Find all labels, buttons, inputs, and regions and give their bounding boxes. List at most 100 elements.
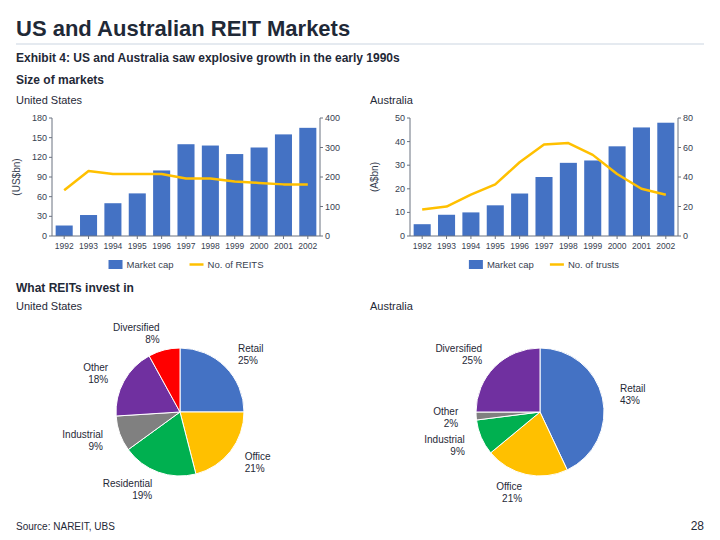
line — [64, 171, 308, 190]
x-tick-label: 2001 — [274, 241, 293, 251]
slice — [149, 348, 180, 412]
subtitle: Exhibit 4: US and Australia saw explosiv… — [16, 51, 400, 65]
y-tick-label: 150 — [32, 133, 47, 143]
slice-label-name: Retail — [238, 343, 264, 354]
x-tick — [88, 236, 89, 239]
x-tick-label: 1998 — [201, 241, 220, 251]
section-title: Size of markets — [16, 73, 104, 87]
y2-tick — [678, 177, 681, 178]
slice-label-value: 9% — [88, 441, 103, 452]
y-tick — [407, 212, 410, 213]
slice-label: Industrial9% — [424, 434, 465, 457]
slice-label: Residential19% — [103, 478, 153, 501]
y2-tick-label: 400 — [325, 113, 340, 123]
bar — [560, 163, 577, 236]
x-tick — [259, 236, 260, 239]
slice-label-name: Retail — [620, 383, 646, 394]
y-tick — [49, 118, 52, 119]
x-tick-label: 1996 — [510, 241, 529, 251]
bar — [584, 160, 601, 236]
x-tick-label: 1992 — [55, 241, 74, 251]
x-tick — [283, 236, 284, 239]
y-tick — [407, 165, 410, 166]
slice-label-name: Other — [433, 406, 459, 417]
combo-chart: Australia0102030405002040608019921993199… — [369, 94, 693, 270]
y-tick-label: 10 — [395, 207, 405, 217]
bar — [251, 148, 268, 237]
x-tick — [186, 236, 187, 239]
y2-tick — [678, 206, 681, 207]
x-tick — [161, 236, 162, 239]
slice-label-value: 9% — [450, 446, 465, 457]
bar — [633, 127, 650, 236]
x-tick — [210, 236, 211, 239]
slice-label-name: Residential — [103, 478, 152, 489]
bar — [226, 154, 243, 236]
x-tick-label: 2002 — [656, 241, 675, 251]
y-tick — [49, 196, 52, 197]
legend-label: Market cap — [127, 259, 174, 270]
bar — [177, 144, 194, 236]
x-tick — [519, 236, 520, 239]
y-tick — [407, 236, 410, 237]
chart-title: United States — [16, 94, 83, 106]
pie-chart: AustraliaRetail43%Office21%Industrial9%O… — [370, 300, 646, 504]
slice-label-name: Office — [245, 451, 271, 462]
chart-title: Australia — [370, 94, 414, 106]
y-tick-label: 30 — [395, 160, 405, 170]
y-tick — [407, 141, 410, 142]
x-tick-label: 1996 — [152, 241, 171, 251]
source-note: Source: NAREIT, UBS — [16, 521, 115, 532]
slice-label-name: Diversified — [113, 322, 160, 333]
x-tick — [544, 236, 545, 239]
slice-label-value: 43% — [620, 395, 640, 406]
x-tick — [112, 236, 113, 239]
bar — [202, 146, 219, 236]
x-tick-label: 1994 — [103, 241, 122, 251]
plot-area — [56, 128, 317, 236]
bar — [535, 177, 552, 236]
x-tick-label: 1998 — [559, 241, 578, 251]
legend-swatch — [190, 263, 204, 266]
slice-label-name: Office — [496, 481, 522, 492]
slice-labels: Retail25%Office21%Residential19%Industri… — [62, 322, 271, 501]
bar — [511, 194, 528, 236]
y-tick-label: 50 — [395, 113, 405, 123]
x-tick — [307, 236, 308, 239]
axes: 0102030405002040608019921993199419951996… — [369, 113, 693, 251]
y2-tick — [678, 236, 681, 237]
slice-label: Office21% — [496, 481, 522, 504]
slice-label-value: 8% — [145, 334, 160, 345]
y-tick — [49, 157, 52, 158]
y2-tick-label: 0 — [325, 231, 330, 241]
slice-label: Industrial9% — [62, 429, 103, 452]
x-tick — [641, 236, 642, 239]
x-tick — [422, 236, 423, 239]
x-tick-label: 2001 — [632, 241, 651, 251]
y-axis-label: (A$bn) — [369, 162, 380, 192]
y2-tick — [320, 118, 323, 119]
slices — [116, 348, 244, 476]
x-tick-label: 1993 — [79, 241, 98, 251]
slice — [476, 412, 540, 420]
slices — [476, 348, 604, 476]
x-tick — [568, 236, 569, 239]
slice-label-value: 19% — [132, 490, 152, 501]
x-tick — [470, 236, 471, 239]
y-tick — [49, 216, 52, 217]
bar — [657, 123, 674, 236]
legend-swatch — [550, 263, 564, 266]
legend-swatch — [109, 260, 123, 269]
slice-label: Diversified8% — [113, 322, 160, 345]
page: US and Australian REIT MarketsExhibit 4:… — [0, 0, 720, 540]
y-tick-label: 60 — [37, 192, 47, 202]
x-tick-label: 1994 — [461, 241, 480, 251]
x-tick — [446, 236, 447, 239]
slice-label-name: Industrial — [62, 429, 103, 440]
axes: 0306090120150180010020030040019921993199… — [11, 113, 340, 251]
slice-label-name: Diversified — [435, 343, 482, 354]
y-tick-label: 40 — [395, 137, 405, 147]
x-tick — [592, 236, 593, 239]
y2-tick — [320, 236, 323, 237]
y-axis-line — [410, 118, 411, 236]
